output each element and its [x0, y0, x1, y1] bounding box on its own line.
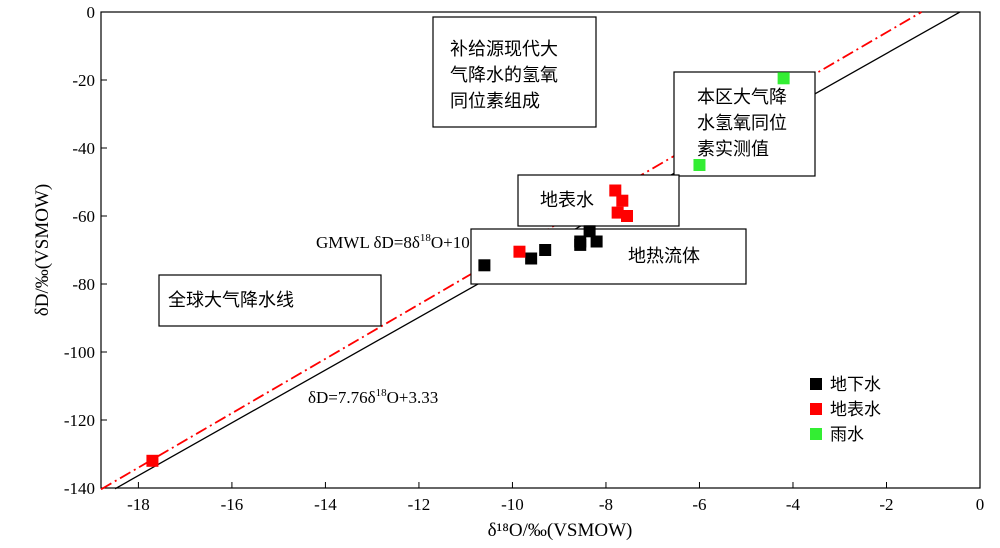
- y-tick-label: -120: [64, 411, 95, 430]
- x-tick-label: -4: [786, 495, 801, 514]
- box-rain-measured-text: 素实测值: [697, 139, 769, 160]
- point-地下水: [478, 259, 491, 272]
- x-tick-label: -8: [599, 495, 613, 514]
- line-labels: GMWL δD=8δ18O+10 δD=7.76δ18O+3.33: [308, 232, 470, 407]
- GMWL-line: [100, 11, 923, 491]
- legend-label: 地表水: [830, 400, 881, 420]
- point-地表水: [611, 206, 624, 219]
- x-tick-label: -18: [127, 495, 150, 514]
- point-地下水: [590, 235, 603, 248]
- box-recharge-source-text: 气降水的氢氧: [450, 65, 558, 86]
- x-tick-label: -14: [314, 495, 337, 514]
- point-地表水: [609, 184, 622, 197]
- box-rain-measured-frame: [673, 71, 816, 177]
- legend-label: 地下水: [830, 375, 881, 395]
- x-tick-label: -16: [221, 495, 244, 514]
- box-geothermal-text: 地热流体: [628, 246, 700, 267]
- box-surface-water: 地表水: [517, 174, 680, 227]
- box-surface-water-text: 地表水: [540, 190, 594, 211]
- axes: -18 -16 -14 -12 -10 -8 -6 -4 -2 0-140-120-100-80-…: [64, 3, 984, 514]
- box-rain-measured-text: 本区大气降: [697, 87, 787, 108]
- legend-swatch: [810, 428, 822, 440]
- x-tick-label: -10: [501, 495, 524, 514]
- box-geothermal: 地热流体: [470, 228, 747, 285]
- x-tick-label: -12: [408, 495, 431, 514]
- legend-label: 雨水: [830, 425, 864, 445]
- y-tick-label: -60: [72, 207, 95, 226]
- point-地下水: [525, 252, 538, 265]
- point-地下水: [539, 244, 552, 256]
- x-tick-label: -6: [692, 495, 706, 514]
- y-axis-label: δD/‰(VSMOW): [32, 184, 53, 316]
- point-地下水: [583, 225, 596, 238]
- legend-swatch: [810, 403, 822, 415]
- point-雨水: [777, 72, 790, 85]
- y-tick-label: 0: [87, 3, 96, 22]
- x-tick-label: -2: [879, 495, 893, 514]
- box-rain-measured-text: 水氢氧同位: [697, 113, 787, 134]
- point-地下水: [574, 238, 587, 251]
- box-global-meteoric: 全球大气降水线: [158, 274, 382, 327]
- box-geothermal-frame: [470, 228, 747, 285]
- y-tick-label: -40: [72, 139, 95, 158]
- local-equation-label: δD=7.76δ18O+3.33: [308, 387, 438, 407]
- box-recharge-source-text: 补给源现代大: [450, 39, 558, 60]
- box-recharge-source-frame: [432, 16, 597, 128]
- x-axis-label: δ¹⁸O/‰(VSMOW): [488, 520, 633, 541]
- box-recharge-source-text: 同位素组成: [450, 91, 540, 112]
- data-points: [146, 72, 790, 467]
- box-global-meteoric-text: 全球大气降水线: [168, 290, 294, 311]
- y-tick-label: -80: [72, 275, 95, 294]
- box-surface-water-frame: [517, 174, 680, 227]
- plot-frame: [100, 11, 981, 489]
- y-tick-label: -100: [64, 343, 95, 362]
- x-tick-label: 0: [976, 495, 985, 514]
- y-tick-label: -140: [64, 479, 95, 498]
- gmwl-equation-label: GMWL δD=8δ18O+10: [316, 232, 470, 252]
- point-地表水: [616, 194, 629, 207]
- point-雨水: [693, 159, 706, 171]
- point-地表水: [620, 210, 633, 222]
- box-global-meteoric-frame: [158, 274, 382, 327]
- y-tick-label: -20: [72, 71, 95, 90]
- point-地表水: [513, 245, 526, 258]
- legend-swatch: [810, 378, 822, 390]
- point-地表水: [146, 454, 159, 467]
